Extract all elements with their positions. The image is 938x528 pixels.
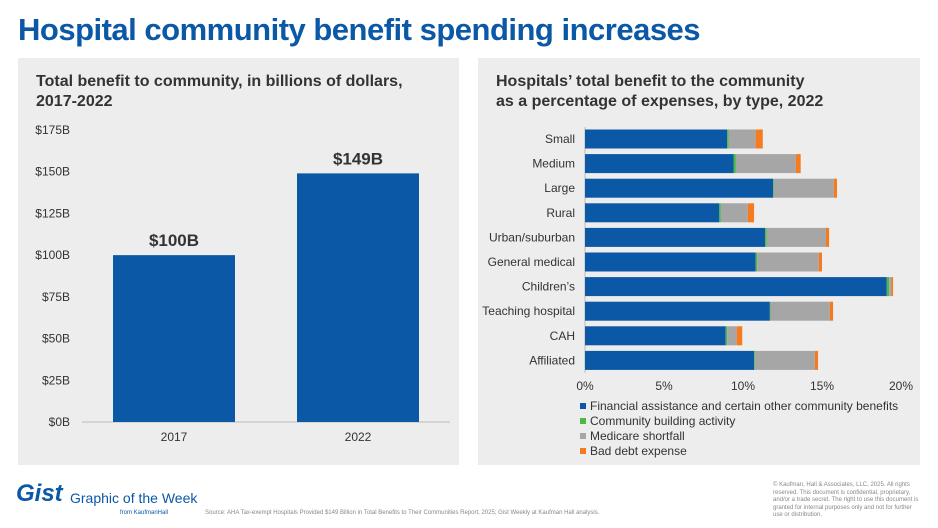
bar-segment [585, 227, 766, 247]
bar-segment [886, 277, 890, 297]
bar-segment [747, 203, 755, 223]
left-chart-panel: Total benefit to community, in billions … [18, 58, 459, 465]
legend-label: Bad debt expense [590, 444, 687, 458]
legend-swatch [580, 448, 586, 454]
source-note: Source: AHA Tax-exempt Hospitals Provide… [205, 510, 600, 516]
y-category-label: Medium [532, 157, 575, 171]
bar-segment [585, 129, 728, 149]
copyright-note: © Kaufman, Hall & Associates, LLC, 2025.… [773, 482, 919, 518]
bar-segment [725, 326, 728, 346]
bar-segment [755, 129, 763, 149]
data-label: $100B [149, 231, 199, 250]
bar-segment [891, 277, 894, 297]
y-category-label: Urban/suburban [489, 230, 575, 244]
bar-segment [585, 277, 887, 297]
bar-2022 [297, 173, 419, 422]
y-category-label: Large [544, 181, 575, 195]
x-tick-label: 15% [810, 379, 834, 393]
bar-segment [733, 154, 736, 174]
bar-segment [795, 154, 801, 174]
y-tick-label: $100B [35, 248, 70, 262]
y-tick-label: $0B [49, 415, 70, 429]
bar-segment [755, 252, 758, 272]
bar-segment [585, 326, 726, 346]
bar-segment [814, 350, 819, 370]
x-tick-label: 5% [655, 379, 673, 393]
y-category-label: Teaching hospital [482, 304, 575, 318]
bar-segment [766, 227, 826, 247]
page-title: Hospital community benefit spending incr… [18, 12, 701, 47]
bar-segment [833, 178, 838, 198]
bar-segment [769, 301, 771, 321]
left-chart-title: Total benefit to community, in billions … [36, 73, 403, 110]
y-category-label: CAH [550, 329, 575, 343]
x-tick-label: 10% [731, 379, 755, 393]
bar-segment [773, 178, 774, 198]
bar-segment [754, 350, 755, 370]
gist-logo: Gist [16, 480, 63, 507]
right-chart-panel: Hospitals’ total benefit to the communit… [478, 58, 920, 465]
bar-segment [889, 277, 892, 297]
y-category-label: Children’s [522, 280, 575, 294]
graphic-of-the-week-label: Graphic of the Week [70, 490, 198, 506]
legend-swatch [580, 403, 586, 409]
bar-segment [585, 252, 756, 272]
bar-segment [773, 178, 834, 198]
x-tick-label: 20% [889, 379, 913, 393]
x-tick-label: 2022 [345, 430, 372, 444]
data-label: $149B [333, 149, 383, 168]
y-category-label: Rural [546, 206, 575, 220]
y-tick-label: $25B [42, 373, 70, 387]
bar-segment [585, 203, 720, 223]
bar-segment [735, 154, 796, 174]
total-benefit-bar-chart: $0B $25B $50B $75B $100B $125B $150B $175B $100B… [35, 123, 450, 444]
bar-segment [720, 203, 748, 223]
bar-segment [829, 301, 834, 321]
bar-segment [728, 129, 756, 149]
legend-label: Financial assistance and certain other c… [590, 399, 898, 413]
x-tick-label: 0% [576, 379, 594, 393]
bar-segment [825, 227, 830, 247]
legend-swatch [580, 433, 586, 439]
kaufmanhall-logo: from KaufmanHall [120, 510, 169, 516]
x-tick-label: 2017 [161, 430, 188, 444]
y-category-label: Affiliated [529, 353, 575, 367]
bar-segment [818, 252, 822, 272]
bar-segment [770, 301, 830, 321]
y-tick-label: $125B [35, 206, 70, 220]
bar-segment [754, 350, 815, 370]
bar-segment [719, 203, 721, 223]
bar-segment [765, 227, 767, 247]
y-tick-label: $175B [35, 123, 70, 137]
right-chart-title: Hospitals’ total benefit to the communit… [496, 73, 824, 110]
bar-segment [727, 326, 737, 346]
bar-segment [585, 301, 770, 321]
y-tick-label: $75B [42, 290, 70, 304]
legend-label: Medicare shortfall [590, 429, 685, 443]
bar-segment [736, 326, 743, 346]
bar-2017 [113, 255, 235, 422]
y-category-label: General medical [488, 255, 575, 269]
y-tick-label: $150B [35, 165, 70, 179]
y-tick-label: $50B [42, 332, 70, 346]
bar-segment [585, 154, 734, 174]
bar-segment [585, 178, 774, 198]
bar-segment [727, 129, 729, 149]
bar-segment [585, 350, 755, 370]
y-category-label: Small [545, 132, 575, 146]
legend-label: Community building activity [590, 414, 735, 428]
legend-swatch [580, 418, 586, 424]
bar-segment [757, 252, 819, 272]
benefit-by-type-stacked-bar-chart: Small Medium Large Rural Urban/suburban Gener… [482, 127, 913, 458]
